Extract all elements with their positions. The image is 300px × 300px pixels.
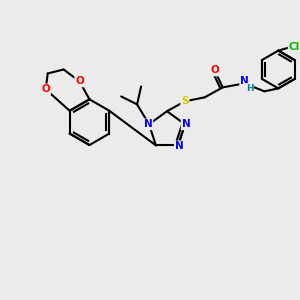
Text: O: O (210, 65, 219, 76)
Text: O: O (75, 76, 84, 86)
Text: N: N (144, 119, 152, 129)
Text: H: H (246, 84, 253, 93)
Text: S: S (181, 96, 189, 106)
Text: Cl: Cl (289, 42, 300, 52)
Text: O: O (41, 84, 50, 94)
Text: N: N (182, 119, 190, 129)
Text: N: N (175, 141, 184, 152)
Text: N: N (240, 76, 249, 86)
